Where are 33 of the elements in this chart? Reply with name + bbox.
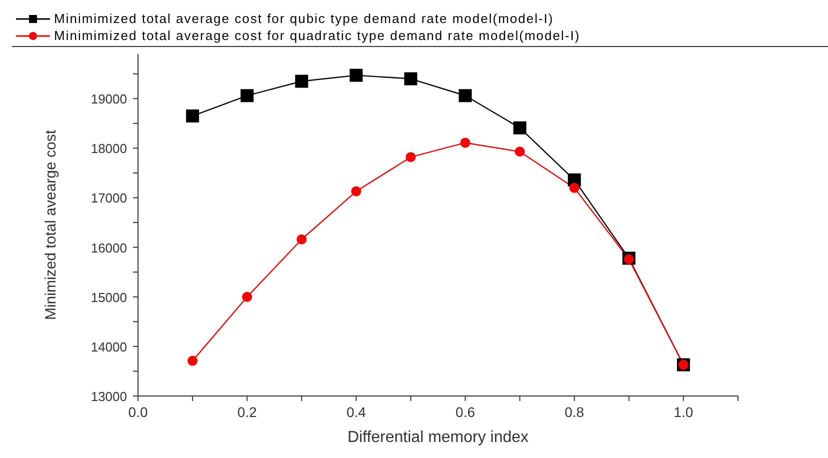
y-axis-title: Minimized total avearge cost [42, 129, 60, 320]
point [513, 121, 526, 134]
x-tick-label: 1.0 [674, 404, 694, 420]
y-tick-label: 15000 [90, 290, 127, 305]
x-axis-title: Differential memory index [347, 429, 529, 446]
point [295, 74, 308, 88]
point [404, 72, 418, 86]
legend-label: Minimimized total average cost for quadratic type demand rate model(model-I) [54, 27, 580, 44]
point [351, 186, 362, 196]
point [569, 182, 580, 193]
point [350, 68, 363, 82]
x-tick-label: 0.2 [237, 404, 258, 420]
point [624, 254, 634, 264]
y-tick-label: 19000 [90, 92, 127, 107]
point [186, 109, 200, 122]
point [296, 234, 307, 244]
point [460, 138, 470, 148]
point [188, 356, 198, 366]
y-tick-label: 16000 [90, 240, 127, 256]
point [406, 152, 416, 162]
legend-label: Minimimized total average cost for qubic type demand rate model(model-I) [54, 10, 554, 27]
y-tick-label: 14000 [90, 339, 127, 354]
y-tick-label: 18000 [90, 141, 127, 156]
x-tick-label: 0.6 [456, 404, 476, 420]
point [514, 146, 525, 157]
x-tick-label: 0.0 [128, 404, 148, 420]
x-tick-label: 0.8 [564, 404, 584, 420]
point [240, 89, 254, 102]
point [242, 292, 252, 302]
point [458, 89, 472, 102]
y-tick-label: 13000 [90, 389, 127, 404]
y-tick-label: 17000 [90, 190, 127, 206]
x-tick-label: 0.4 [346, 404, 366, 420]
